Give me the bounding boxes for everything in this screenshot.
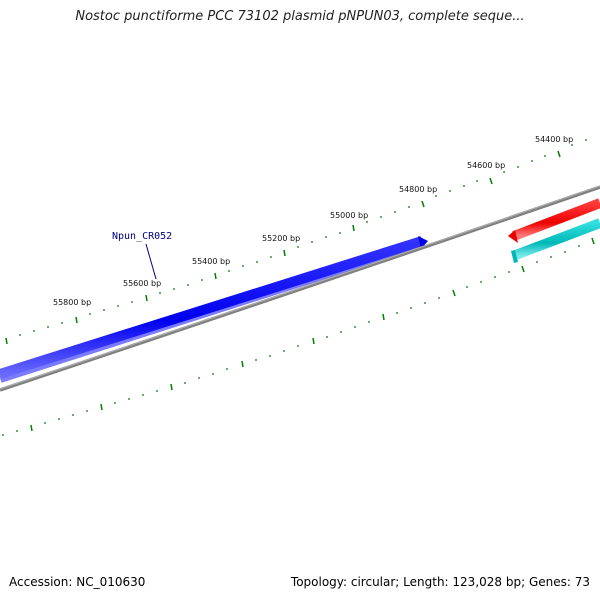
tick-label: 54600 bp: [467, 161, 505, 170]
inner-major-tick: [100, 403, 103, 411]
feature-body: [511, 218, 600, 261]
tick-label: 54400 bp: [535, 135, 573, 144]
inner-major-tick: [30, 424, 33, 432]
outer-major-tick: [352, 224, 355, 232]
plasmid-backbone: [0, 185, 600, 392]
inner-major-tick: [452, 289, 456, 297]
inner-major-tick: [521, 265, 525, 273]
feature-end-cap: [511, 250, 518, 263]
inner-major-tick: [170, 383, 173, 391]
tick-label: 55000 bp: [330, 211, 368, 220]
feature-body: [0, 236, 424, 379]
feature-body: [512, 198, 600, 241]
accession-label: Accession: NC_010630: [9, 575, 146, 589]
inner-major-tick: [241, 360, 244, 368]
inner-major-tick: [591, 237, 595, 245]
inner-major-tick: [382, 313, 385, 321]
inner-major-tick: [312, 337, 315, 345]
outer-major-tick: [489, 177, 493, 185]
tick-label: 55800 bp: [53, 298, 91, 307]
feature-leader-line: [145, 243, 157, 280]
outer-major-tick: [145, 294, 148, 302]
outer-tick-ring: [5, 139, 587, 345]
inner-tick-ring: [2, 237, 595, 436]
plasmid-backbone-highlight: [0, 185, 600, 390]
tick-label: 55400 bp: [192, 257, 230, 266]
ruler-labels: 54400 bp 54600 bp 54800 bp 55000 bp 5520…: [53, 135, 573, 307]
feature-arrowhead: [508, 230, 518, 243]
outer-major-tick: [5, 337, 8, 345]
tick-label: 55200 bp: [262, 234, 300, 243]
feature-other[interactable]: [511, 218, 600, 263]
tick-label: 55600 bp: [123, 279, 161, 288]
feature-label-npun-cr052[interactable]: Npun_CR052: [112, 231, 172, 242]
feature-reverse-gene[interactable]: [508, 198, 600, 243]
outer-major-tick: [214, 272, 217, 280]
outer-major-tick: [557, 150, 561, 158]
genome-summary: Topology: circular; Length: 123,028 bp; …: [290, 575, 590, 589]
feature-arrowhead: [418, 236, 428, 249]
map-title: Nostoc punctiforme PCC 73102 plasmid pNP…: [75, 9, 525, 24]
outer-major-tick: [283, 249, 286, 257]
outer-major-tick: [75, 316, 78, 324]
feature-npun-cr052[interactable]: [0, 236, 428, 383]
outer-major-tick: [421, 200, 425, 208]
tick-label: 54800 bp: [399, 185, 437, 194]
